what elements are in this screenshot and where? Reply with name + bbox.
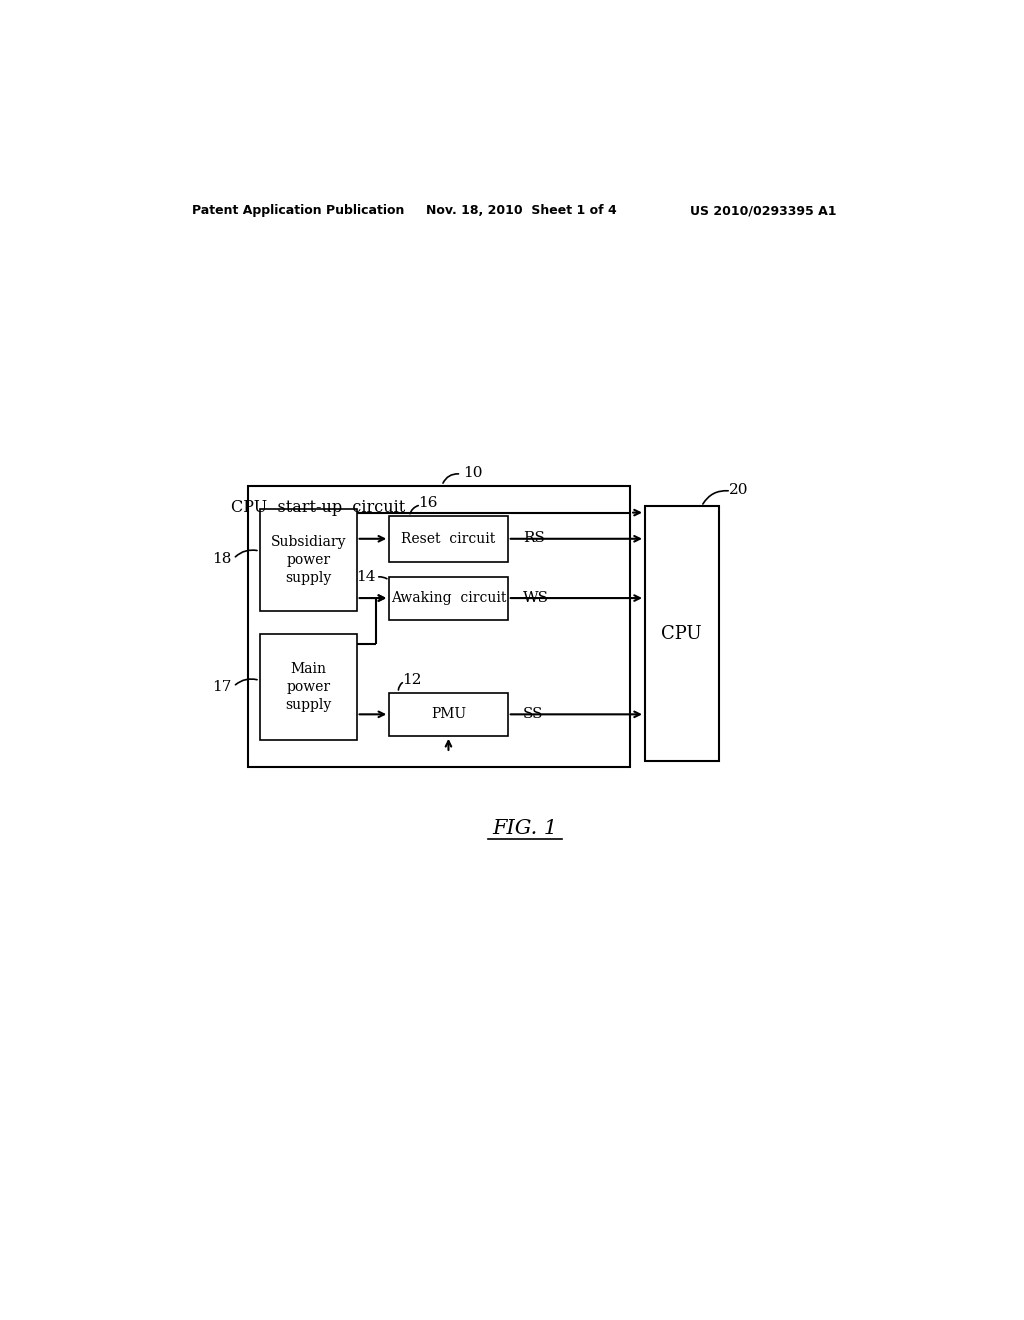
Text: CPU  start-up  circuit: CPU start-up circuit [230,499,406,516]
Bar [260,508,356,611]
Text: Patent Application Publication: Patent Application Publication [191,205,403,218]
Text: 12: 12 [402,673,422,686]
Text: 14: 14 [355,569,375,583]
Text: 20: 20 [729,483,749,496]
Text: 10: 10 [463,466,482,479]
Text: Nov. 18, 2010  Sheet 1 of 4: Nov. 18, 2010 Sheet 1 of 4 [426,205,617,218]
Text: US 2010/0293395 A1: US 2010/0293395 A1 [690,205,837,218]
Text: 17: 17 [212,680,231,693]
Text: PMU: PMU [431,708,466,721]
Text: Subsidiary
power
supply: Subsidiary power supply [270,535,346,585]
Text: WS: WS [523,591,549,605]
Text: Awaking  circuit: Awaking circuit [391,591,506,606]
Bar [645,507,719,762]
Text: 18: 18 [212,552,231,566]
Text: Main
power
supply: Main power supply [285,661,332,713]
Text: RS: RS [523,531,545,545]
Bar [248,486,630,767]
Text: Reset  circuit: Reset circuit [401,532,496,546]
Text: CPU: CPU [662,624,702,643]
Text: 16: 16 [419,496,438,511]
Bar [389,516,508,562]
Bar [260,635,356,739]
Text: FIG. 1: FIG. 1 [493,818,557,838]
Text: SS: SS [523,706,544,721]
Bar [389,577,508,620]
Bar [389,693,508,737]
